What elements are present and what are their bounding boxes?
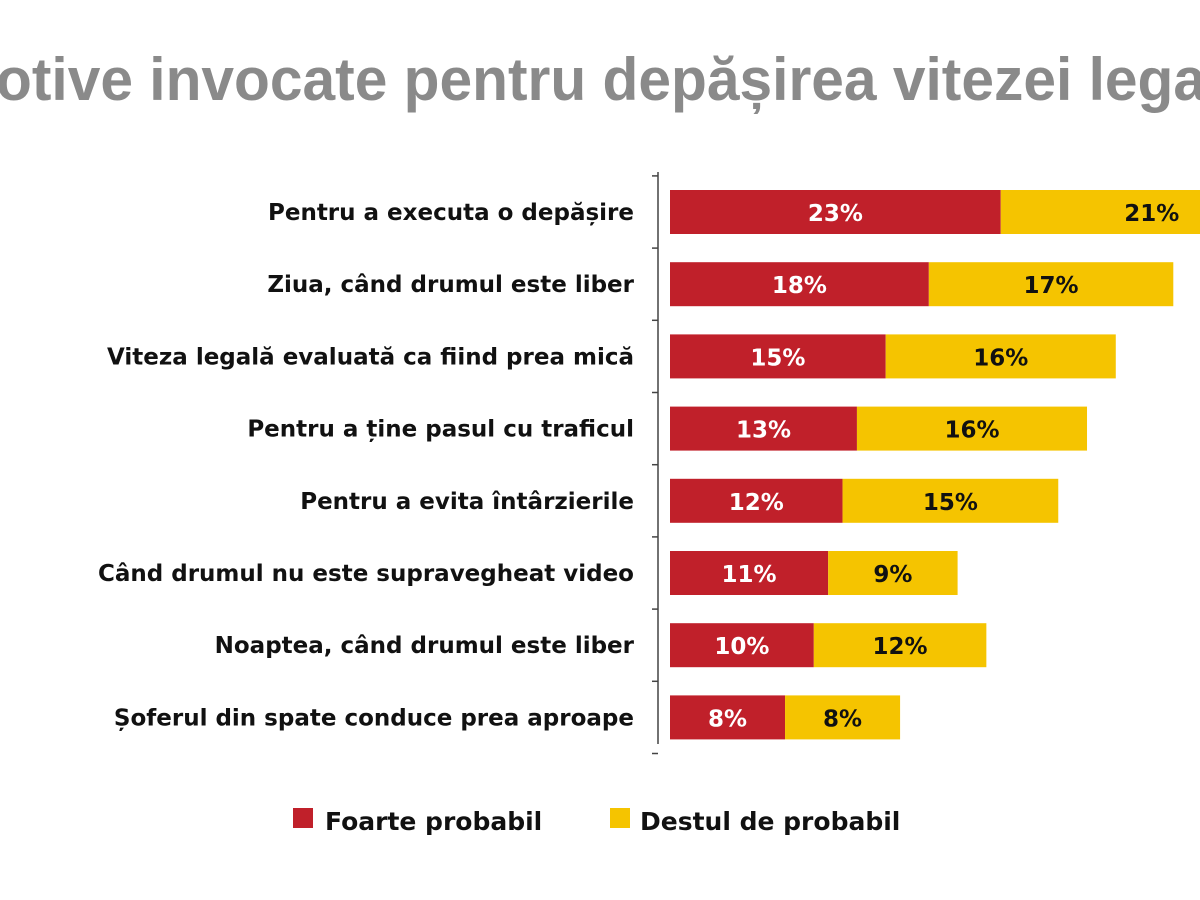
bar-destul-de-probabil <box>828 551 958 595</box>
bar-foarte-probabil <box>670 190 1001 234</box>
category-label: Pentru a evita întârzierile <box>300 489 634 515</box>
data-label: 16% <box>973 345 1028 371</box>
bar-foarte-probabil <box>670 551 829 595</box>
legend-label: Destul de probabil <box>640 807 900 836</box>
data-label: 10% <box>714 634 769 660</box>
data-label: 13% <box>736 418 791 444</box>
bar-destul-de-probabil <box>885 334 1116 379</box>
legend-swatch <box>293 808 313 828</box>
data-label: 18% <box>772 273 827 299</box>
category-label: Ziua, când drumul este liber <box>267 272 634 298</box>
category-label: Pentru a ține pasul cu traficul <box>247 417 634 443</box>
data-label: 12% <box>873 634 928 660</box>
bar-destul-de-probabil <box>842 478 1059 523</box>
data-label: 8% <box>823 706 862 732</box>
data-label: 8% <box>708 706 747 732</box>
bar-destul-de-probabil <box>1000 190 1200 234</box>
category-label: Când drumul nu este supravegheat video <box>98 561 634 587</box>
category-label: Noaptea, când drumul este liber <box>215 633 635 659</box>
data-label: 17% <box>1024 273 1079 299</box>
category-label: Pentru a executa o depășire <box>268 200 634 226</box>
bar-foarte-probabil <box>670 478 843 523</box>
data-label: 23% <box>808 201 863 227</box>
bar-destul-de-probabil <box>785 695 901 740</box>
legend-swatch <box>610 808 630 828</box>
legend-label: Foarte probabil <box>325 807 542 836</box>
bar-destul-de-probabil <box>928 262 1174 307</box>
bar-foarte-probabil <box>670 262 929 307</box>
bar-foarte-probabil <box>670 334 886 379</box>
bar-foarte-probabil <box>670 623 814 668</box>
data-label: 21% <box>1124 201 1179 227</box>
category-label: Șoferul din spate conduce prea aproape <box>114 705 634 731</box>
chart-title: otive invocate pentru depășirea vitezei … <box>0 46 1200 114</box>
bar-foarte-probabil <box>670 406 857 451</box>
data-label: 16% <box>944 418 999 444</box>
data-label: 11% <box>722 562 777 588</box>
data-label: 9% <box>873 562 912 588</box>
data-label: 15% <box>923 490 978 516</box>
bar-destul-de-probabil <box>856 406 1088 451</box>
data-label: 12% <box>729 490 784 516</box>
legend: Foarte probabil Destul de probabil <box>293 807 900 836</box>
bar-destul-de-probabil <box>813 623 987 668</box>
data-label: 15% <box>750 345 805 371</box>
category-label: Viteza legală evaluată ca fiind prea mic… <box>107 344 634 370</box>
bar-foarte-probabil <box>670 695 786 740</box>
